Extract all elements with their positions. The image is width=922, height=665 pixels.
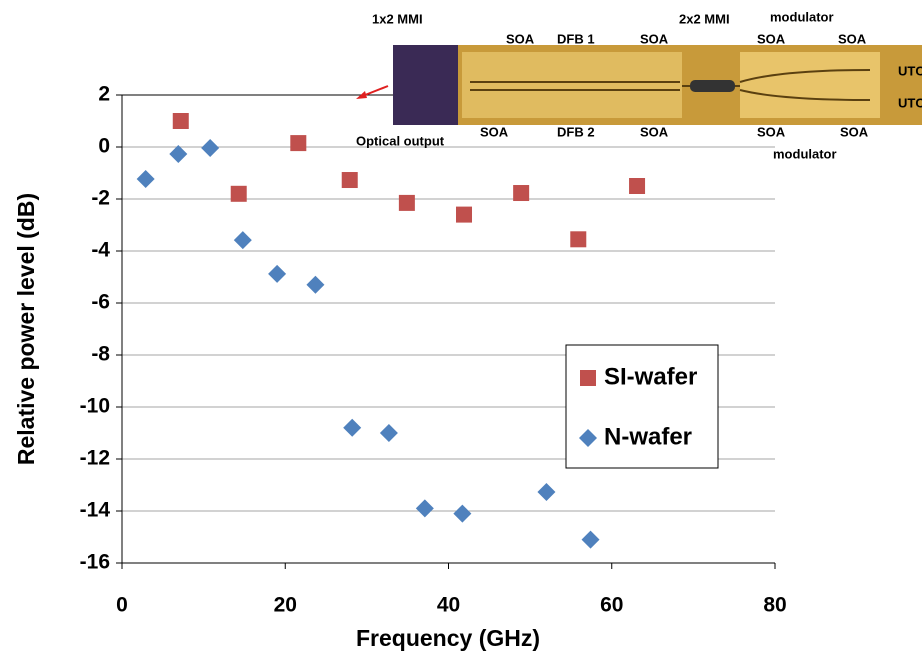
point — [581, 530, 600, 549]
point — [290, 135, 307, 152]
legend: SI-wafer N-wafer — [565, 344, 719, 469]
y-axis-title: Relative power level (dB) — [13, 193, 39, 465]
point — [233, 231, 252, 250]
point — [230, 185, 247, 202]
y-tick-label: -6 — [91, 291, 110, 314]
point — [629, 178, 646, 194]
y-tick-label: 0 — [98, 135, 110, 158]
annotation: modulator — [770, 9, 834, 24]
annotation: SOA — [480, 124, 509, 139]
x-axis-title: Frequency (GHz) — [356, 625, 540, 651]
arrow-head — [356, 91, 367, 99]
point — [169, 145, 188, 164]
legend-label: SI-wafer — [604, 363, 697, 390]
legend-marker — [579, 429, 597, 447]
x-tick-label: 20 — [274, 594, 297, 617]
point — [398, 194, 415, 211]
y-tick-label: -10 — [80, 395, 110, 418]
annotation: UTC — [898, 95, 922, 110]
annotation: SOA — [640, 31, 669, 46]
annotation: 2x2 MMI — [679, 11, 730, 26]
x-tick-label: 80 — [763, 594, 786, 617]
annotation: SOA — [757, 31, 786, 46]
point — [456, 206, 473, 223]
y-tick-label: -4 — [91, 239, 110, 262]
y-tick-label: -2 — [91, 187, 110, 210]
point — [537, 483, 556, 502]
point — [415, 499, 434, 518]
point — [379, 424, 398, 442]
y-tick-label: -8 — [91, 343, 110, 366]
chip-edge — [393, 45, 458, 125]
annotation: SOA — [838, 31, 867, 46]
point — [306, 275, 325, 294]
legend-label: N-wafer — [604, 423, 692, 450]
point — [453, 504, 472, 523]
x-tick-label: 40 — [437, 594, 460, 617]
annotation: UTC — [898, 63, 922, 78]
chip-inset: 1x2 MMI SOA DFB 1 SOA 2x2 MMI modulator … — [356, 9, 922, 161]
x-tick-label: 60 — [600, 594, 623, 617]
point — [136, 169, 155, 188]
legend-marker — [580, 370, 596, 386]
y-tick-label: -14 — [80, 499, 111, 522]
annotation: SOA — [757, 124, 786, 139]
point — [341, 172, 358, 189]
chip-region — [740, 52, 880, 118]
point — [268, 264, 287, 283]
chip-region — [462, 52, 682, 118]
point — [201, 139, 220, 158]
annotation: Optical output — [356, 133, 445, 148]
x-tick-label: 0 — [116, 594, 128, 617]
y-tick-label: -16 — [80, 551, 110, 574]
annotation: SOA — [840, 124, 869, 139]
annotation: DFB 2 — [557, 124, 595, 139]
y-tick-label: -12 — [80, 447, 110, 470]
annotation: modulator — [773, 146, 837, 161]
annotation: DFB 1 — [557, 31, 595, 46]
annotation: SOA — [506, 31, 535, 46]
mmi — [690, 80, 735, 92]
point — [172, 113, 189, 129]
point — [513, 185, 530, 202]
point — [343, 418, 362, 437]
annotation: SOA — [640, 124, 669, 139]
point — [570, 231, 587, 248]
annotation: 1x2 MMI — [372, 11, 423, 26]
legend-box — [565, 344, 719, 469]
y-tick-label: 2 — [98, 83, 110, 106]
